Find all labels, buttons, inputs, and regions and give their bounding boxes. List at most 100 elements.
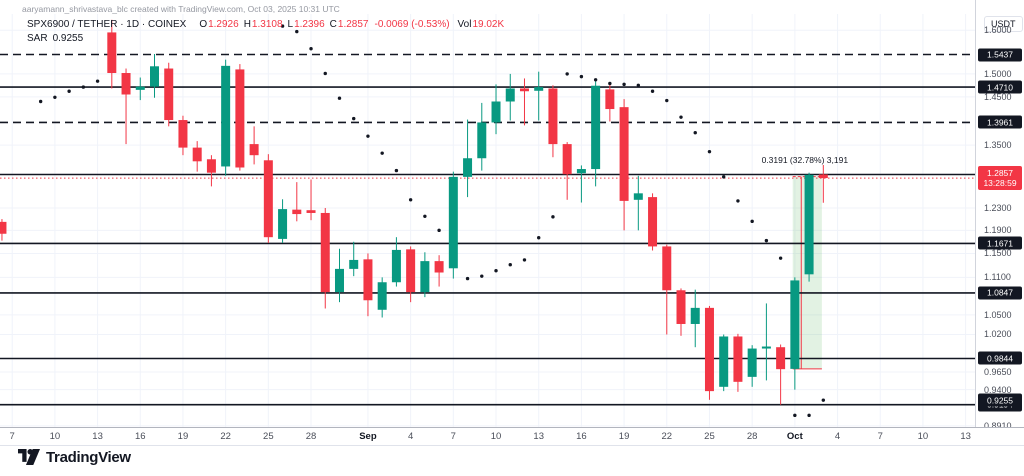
- candle[interactable]: [804, 174, 814, 275]
- price-level-badge: 1.3961: [978, 115, 1022, 129]
- candle[interactable]: [178, 120, 188, 148]
- candle[interactable]: [0, 221, 7, 234]
- candles-layer: [0, 19, 828, 405]
- candle[interactable]: [477, 122, 487, 159]
- sar-dot: [437, 228, 441, 233]
- symbol-title[interactable]: SPX6900 / TETHER · 1D · COINEX: [27, 19, 187, 30]
- candle[interactable]: [121, 73, 131, 95]
- last-price-badge: 1.2857 13:28:59: [978, 166, 1022, 191]
- currency-label[interactable]: USDT: [984, 16, 1023, 32]
- candle[interactable]: [690, 307, 700, 324]
- open-label: O: [199, 19, 208, 30]
- sar-dot: [81, 85, 86, 89]
- volume-label: Vol: [457, 19, 472, 30]
- sar-dot: [608, 81, 612, 86]
- price-level-badge: 1.0847: [978, 286, 1022, 300]
- candle[interactable]: [562, 144, 572, 175]
- price-tick-label: 1.1500: [984, 248, 1012, 259]
- legend: SPX6900 / TETHER · 1D · COINEX O1.2926 H1.…: [27, 19, 504, 46]
- tradingview-logo[interactable]: TradingView: [18, 448, 131, 466]
- candle[interactable]: [363, 259, 373, 301]
- candle[interactable]: [491, 101, 501, 123]
- candle[interactable]: [377, 282, 387, 310]
- sar-dots-layer: [38, 24, 826, 418]
- sar-dot: [394, 168, 399, 173]
- sar-dot: [807, 413, 811, 418]
- time-tick-label: 16: [576, 431, 587, 442]
- candle[interactable]: [662, 246, 672, 291]
- candle[interactable]: [747, 348, 757, 377]
- change-value: -0.0069 (-0.53%): [374, 19, 450, 30]
- indicator-name[interactable]: SAR: [27, 33, 48, 44]
- candle[interactable]: [164, 68, 174, 121]
- time-tick-label: 13: [960, 431, 971, 442]
- candle[interactable]: [135, 86, 145, 90]
- sar-dot: [53, 95, 57, 99]
- candle[interactable]: [420, 261, 430, 293]
- candle[interactable]: [576, 169, 586, 174]
- candle[interactable]: [192, 147, 202, 162]
- time-tick-label: 28: [305, 431, 317, 442]
- candle[interactable]: [320, 212, 330, 293]
- candle[interactable]: [235, 69, 245, 168]
- candle[interactable]: [334, 268, 344, 293]
- low-label: L: [287, 19, 294, 30]
- time-tick-month: Sep: [359, 431, 377, 442]
- sar-dot: [522, 258, 527, 262]
- candle[interactable]: [249, 144, 259, 156]
- price-level-badge: 1.5437: [978, 48, 1022, 61]
- candle[interactable]: [719, 336, 729, 387]
- candle[interactable]: [221, 65, 231, 167]
- last-price-value: 1.2857: [987, 168, 1013, 179]
- candle[interactable]: [150, 66, 159, 87]
- legend-row-symbol: SPX6900 / TETHER · 1D · COINEX O1.2926 H1.…: [27, 19, 504, 32]
- candle[interactable]: [704, 307, 714, 392]
- tradingview-logo-icon: [18, 449, 40, 465]
- candle[interactable]: [448, 176, 458, 269]
- candle[interactable]: [406, 249, 416, 293]
- candle[interactable]: [818, 174, 828, 179]
- candle[interactable]: [206, 159, 216, 173]
- candle[interactable]: [619, 107, 629, 201]
- candle[interactable]: [292, 209, 302, 215]
- time-tick-label: 25: [263, 431, 274, 442]
- candle[interactable]: [633, 193, 643, 200]
- time-axis[interactable]: 7 10 13 16 19 22 25 28 Sep 4 7 10 13 16 19 22 25 28 Oct 4 7 1…: [0, 427, 1024, 446]
- candle[interactable]: [648, 197, 658, 247]
- candle[interactable]: [733, 336, 743, 382]
- sar-dot: [793, 413, 797, 418]
- candle[interactable]: [349, 259, 359, 269]
- price-level-badge: 1.4710: [978, 80, 1022, 94]
- candle[interactable]: [548, 88, 558, 145]
- sar-dot: [579, 74, 584, 79]
- candle[interactable]: [605, 89, 615, 110]
- candle[interactable]: [591, 85, 601, 170]
- candle[interactable]: [263, 160, 273, 238]
- high-label: H: [243, 19, 251, 30]
- candle[interactable]: [776, 347, 786, 370]
- candle[interactable]: [534, 87, 544, 91]
- candle[interactable]: [107, 32, 117, 74]
- time-tick-label: 22: [220, 431, 231, 442]
- sar-dot: [665, 98, 669, 103]
- levels-layer: [0, 53, 975, 406]
- sar-dot: [465, 276, 470, 281]
- candle[interactable]: [434, 261, 444, 273]
- sar-dot: [821, 398, 826, 402]
- close-value: 1.2857: [337, 19, 369, 30]
- candle[interactable]: [676, 290, 686, 324]
- candle[interactable]: [761, 346, 771, 349]
- candle[interactable]: [306, 210, 316, 213]
- candle[interactable]: [278, 209, 288, 239]
- time-tick-label: 4: [407, 431, 414, 442]
- candle[interactable]: [505, 88, 515, 102]
- price-axis[interactable]: USDT 1.6000 1.5000 1.4500 1.3500 1.2300 1.190…: [975, 0, 1024, 443]
- sar-dot: [38, 99, 43, 104]
- candle[interactable]: [463, 158, 473, 177]
- candle[interactable]: [790, 280, 800, 369]
- price-tick-label: 0.9400: [984, 384, 1012, 395]
- price-tick-label: 0.9650: [984, 366, 1012, 377]
- candle[interactable]: [391, 249, 401, 283]
- candle[interactable]: [519, 88, 529, 92]
